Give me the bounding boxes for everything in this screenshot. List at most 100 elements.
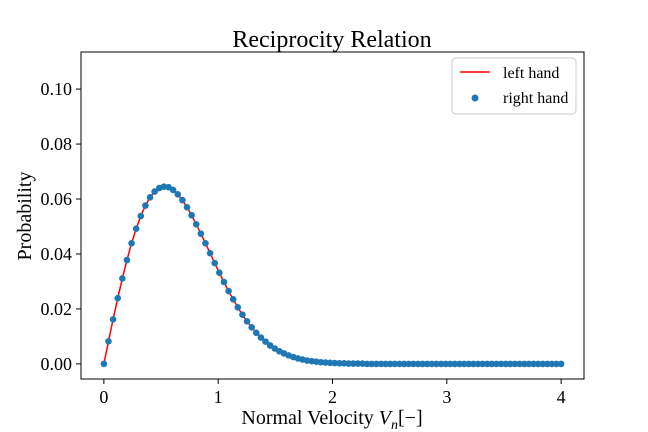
x-axis-label: Normal Velocity Vn[−] xyxy=(241,407,422,432)
data-point-right-hand xyxy=(368,360,376,368)
data-point-right-hand xyxy=(548,360,556,368)
data-point-right-hand xyxy=(206,249,214,257)
data-point-right-hand xyxy=(543,360,551,368)
data-point-right-hand xyxy=(525,360,533,368)
data-point-right-hand xyxy=(465,360,473,368)
x-tick-label: 1 xyxy=(214,387,223,407)
x-tick-label: 4 xyxy=(557,387,566,407)
data-point-right-hand xyxy=(373,360,380,368)
data-point-right-hand xyxy=(534,360,542,368)
x-axis-ticks: 0 1 2 3 4 xyxy=(99,379,566,407)
data-point-right-hand xyxy=(225,287,232,295)
data-point-right-hand xyxy=(516,360,523,368)
data-point-right-hand xyxy=(114,294,122,302)
data-point-right-hand xyxy=(507,360,514,368)
data-point-right-hand xyxy=(248,324,255,331)
legend: left hand right hand xyxy=(451,57,577,115)
x-tick-label: 2 xyxy=(328,387,337,407)
data-point-right-hand xyxy=(119,275,126,282)
data-point-right-hand xyxy=(169,186,177,194)
data-point-right-hand xyxy=(386,360,394,368)
data-point-right-hand xyxy=(239,311,246,319)
data-point-right-hand xyxy=(123,256,131,264)
data-point-right-hand xyxy=(446,360,454,368)
data-point-right-hand xyxy=(470,360,477,368)
data-point-right-hand xyxy=(433,360,440,368)
data-point-right-hand xyxy=(183,203,191,211)
data-point-right-hand xyxy=(377,360,385,368)
data-point-right-hand xyxy=(423,360,431,368)
data-point-right-hand xyxy=(229,296,237,303)
data-point-right-hand xyxy=(400,360,408,368)
x-tick-label: 3 xyxy=(442,387,451,407)
data-point-right-hand xyxy=(493,360,500,368)
plot-area: 0 1 2 3 4 0.00 0.02 0.04 0.06 0.08 0.10 xyxy=(41,51,585,407)
data-point-right-hand xyxy=(483,360,491,368)
y-tick-label: 0.06 xyxy=(41,189,73,209)
data-point-right-hand xyxy=(188,211,195,219)
data-point-right-hand xyxy=(442,360,449,368)
data-point-right-hand xyxy=(174,191,182,198)
data-point-right-hand xyxy=(497,360,505,368)
data-point-right-hand xyxy=(142,202,149,209)
data-point-right-hand xyxy=(354,360,362,367)
data-point-right-hand xyxy=(100,360,108,368)
data-point-right-hand xyxy=(460,360,468,368)
data-point-right-hand xyxy=(336,360,343,367)
data-point-right-hand xyxy=(502,360,510,368)
data-point-right-hand xyxy=(437,360,445,368)
data-point-right-hand xyxy=(520,360,528,368)
y-tick-label: 0.00 xyxy=(41,354,73,374)
series-line-left-hand xyxy=(103,185,562,365)
data-point-right-hand xyxy=(262,338,269,345)
data-point-right-hand xyxy=(252,329,260,337)
data-point-right-hand xyxy=(211,259,219,267)
data-point-right-hand xyxy=(105,338,112,345)
chart-title: Reciprocity Relation xyxy=(232,27,431,53)
legend-label-left-hand: left hand xyxy=(503,65,559,82)
x-axis-label-subscript: n xyxy=(391,418,398,432)
data-point-right-hand xyxy=(146,194,154,201)
data-point-right-hand xyxy=(474,360,482,368)
x-axis-label-unit: [−] xyxy=(398,407,423,429)
series-layer xyxy=(100,183,565,368)
x-axis-label-text: Normal Velocity xyxy=(241,407,373,429)
data-point-right-hand xyxy=(414,360,422,368)
x-axis-label-symbol: V xyxy=(379,407,394,429)
data-point-right-hand xyxy=(345,360,352,367)
data-point-right-hand xyxy=(530,360,537,368)
data-point-right-hand xyxy=(363,360,371,368)
data-point-right-hand xyxy=(109,316,117,323)
data-point-right-hand xyxy=(511,360,519,368)
data-point-right-hand xyxy=(243,317,251,325)
y-tick-label: 0.02 xyxy=(41,299,73,319)
data-point-right-hand xyxy=(553,360,560,368)
data-point-right-hand xyxy=(451,360,459,368)
legend-label-right-hand: right hand xyxy=(503,90,568,107)
y-tick-label: 0.08 xyxy=(41,134,73,154)
data-point-right-hand xyxy=(428,360,436,368)
data-point-right-hand xyxy=(179,196,186,204)
data-point-right-hand xyxy=(257,334,265,341)
data-point-right-hand xyxy=(220,278,228,286)
data-point-right-hand xyxy=(132,225,140,232)
data-point-right-hand xyxy=(216,269,223,276)
data-point-right-hand xyxy=(234,303,242,311)
x-tick-label: 0 xyxy=(99,387,108,407)
y-axis-ticks: 0.00 0.02 0.04 0.06 0.08 0.10 xyxy=(41,79,81,374)
y-tick-label: 0.10 xyxy=(41,79,73,99)
y-axis-label: Probability xyxy=(14,172,36,261)
data-point-right-hand xyxy=(197,230,205,237)
data-point-right-hand xyxy=(391,360,399,368)
data-point-right-hand xyxy=(192,220,200,228)
data-point-right-hand xyxy=(479,360,486,368)
data-point-right-hand xyxy=(488,360,496,368)
data-point-right-hand xyxy=(382,360,389,368)
data-point-right-hand xyxy=(151,188,158,195)
data-point-right-hand xyxy=(557,360,565,368)
y-tick-label: 0.04 xyxy=(41,244,73,264)
data-point-right-hand xyxy=(396,360,403,368)
data-point-right-hand xyxy=(456,360,463,368)
data-point-right-hand xyxy=(128,239,135,247)
